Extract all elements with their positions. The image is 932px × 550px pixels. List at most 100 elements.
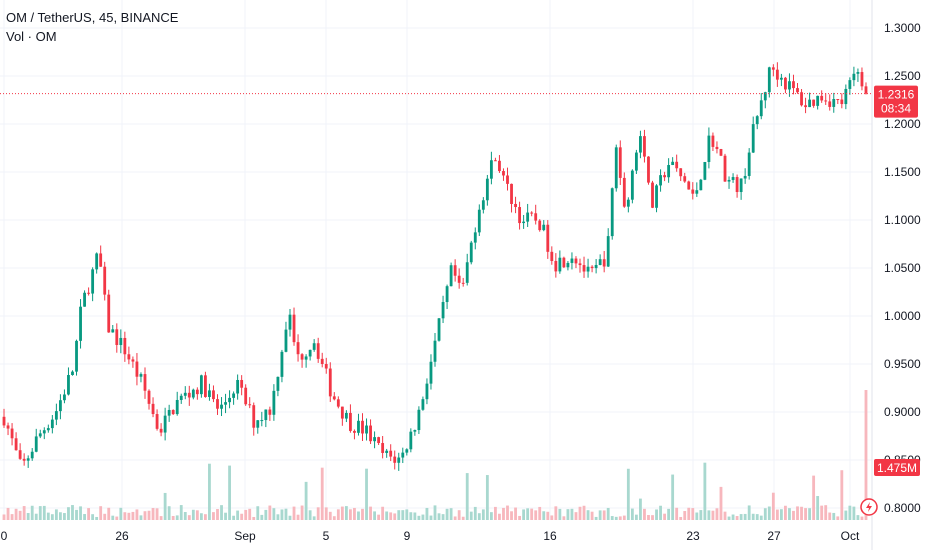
candle-body [54,411,58,420]
volume-bar [244,509,248,520]
candle-body [703,162,707,180]
candle-body [91,269,95,294]
candle-body [558,257,562,272]
volume-bar [344,506,348,520]
volume-bar [208,463,211,520]
candle-body [494,160,497,162]
candle-body [284,329,288,352]
volume-bar [441,514,445,520]
volume-bar [58,512,62,520]
candle-body [236,379,240,394]
volume-bar [655,509,658,520]
candle-body [465,262,469,283]
volume-bar [284,508,288,520]
time-axis[interactable]: 0 26 Sep 5 9 16 23 27 Oct [1,529,860,543]
volume-bar [320,467,324,520]
candle-body [727,179,731,182]
candle-body [87,292,91,294]
candle-body [429,361,433,384]
volume-bar [429,515,433,520]
candle-body [179,395,183,400]
volume-bar [18,510,22,520]
volume-bar [107,507,111,520]
volume-bar [199,513,203,520]
volume-bar [83,514,86,520]
candle-body [671,161,675,166]
candle-body [590,266,594,269]
volume-bar [91,514,95,520]
volume-bar [699,510,703,520]
candle-body [58,400,62,412]
volume-bar [695,512,699,520]
symbol-name: OM / TetherUS [6,10,92,25]
volume-bar [663,513,667,520]
candle-body [514,203,517,208]
symbol-line[interactable]: OM / TetherUS, 45, BINANCE [6,10,179,25]
candle-body [38,433,42,437]
volume-bar [139,515,143,520]
volume-bar [586,510,590,520]
candle-body [751,124,755,153]
candle-body [485,178,489,201]
candle-body [848,80,852,89]
candle-body [796,88,799,93]
candle-body [191,389,195,398]
candle-body [324,363,328,369]
candle-body [280,351,284,377]
volume-bar [393,513,397,520]
volume-bar [634,514,638,520]
volume-bar [848,505,852,520]
candle-body [639,136,642,153]
volume-bar [163,492,167,520]
volume-bar [554,506,558,520]
candle-body [30,451,34,459]
candle-body [328,368,332,397]
volume-bar [272,508,276,520]
volume-bar [719,486,723,520]
volume-bar [558,508,562,520]
candle-body [771,67,775,70]
x-tick-label: 0 [1,529,8,543]
volume-bar [421,514,425,520]
x-tick-label: Sep [234,529,256,543]
candle-body [622,177,626,207]
volume-bar [731,514,735,520]
candle-body [320,358,324,364]
candle-body [63,394,66,401]
volume-bar [522,509,526,520]
candle-body [256,420,260,428]
candle-body [755,116,759,125]
volume-bar [659,505,662,520]
volume-bar [844,510,848,520]
volume-bar [212,512,215,520]
candle-body [820,95,824,101]
candle-body [522,221,526,224]
volume-bar [788,508,791,520]
volume-bar [630,508,634,520]
candle-body [651,182,654,208]
candle-body [50,419,54,429]
y-tick-label: 1.2000 [884,117,921,131]
volume-bar [590,511,594,520]
candle-body [99,253,103,267]
volume-bar [506,505,509,520]
candle-body [578,263,582,266]
volume-bar [288,515,292,520]
volume-bar [377,514,381,520]
candle-body [864,86,868,94]
candle-body [594,265,598,269]
volume-bar [477,513,481,520]
bar-countdown: 08:34 [881,102,911,116]
candle-body [272,390,276,415]
candle-body [707,135,711,163]
volume-bar [167,506,171,520]
x-tick-label: 26 [115,529,129,543]
candle-body [647,156,650,183]
volume-legend[interactable]: Vol · OM [6,29,57,44]
alert-icon[interactable] [860,498,878,516]
x-tick-label: 5 [323,529,330,543]
volume-bar [71,505,74,520]
volume-bar [203,514,207,520]
volume-bar [220,505,223,520]
